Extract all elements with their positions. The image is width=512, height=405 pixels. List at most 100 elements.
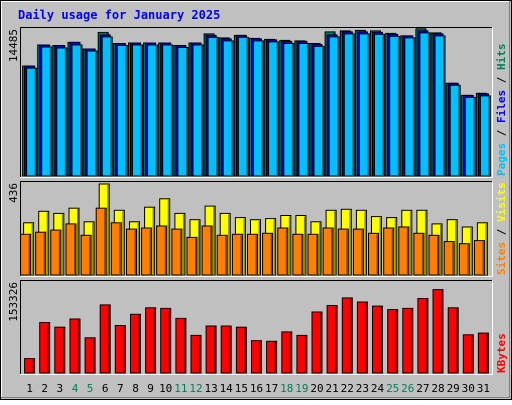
bar-shade-sites-day-23 [361,230,363,275]
bar-sites-day-8 [126,228,137,276]
bar-shade-sites-day-12 [195,238,197,275]
bar-shade-visits-day-1 [31,223,34,275]
bar-shade-pages-day-31 [488,96,490,176]
x-tick-label-day-9: 9 [147,382,154,395]
x-tick-label-day-25: 25 [386,382,399,395]
x-tick-label-day-1: 1 [26,382,33,395]
bar-shade-sites-day-19 [300,235,303,275]
bar-shade-kbytes-day-11 [183,319,186,373]
bar-shade-visits-day-19 [303,216,306,275]
bar-shade-kbytes-day-7 [123,326,125,373]
bar-shade-visits-day-9 [152,208,155,275]
bar-pages-day-5 [86,50,98,177]
bar-kbytes-day-23 [356,301,368,374]
bar-shade-pages-day-11 [185,48,188,176]
bar-shade-kbytes-day-18 [289,332,292,373]
bar-kbytes-day-2 [39,322,51,374]
x-tick-label-day-12: 12 [189,382,202,395]
bar-kbytes-day-26 [402,307,414,374]
bar-shade-kbytes-day-10 [168,309,171,373]
bar-kbytes-day-20 [311,311,323,374]
bar-kbytes-day-21 [326,305,338,374]
x-tick-label-day-19: 19 [295,382,308,395]
bar-pages-day-11 [177,47,189,177]
bar-kbytes-day-10 [160,307,172,374]
bar-pages-day-15 [237,36,249,177]
bar-shade-pages-day-29 [458,86,460,176]
bar-shade-visits-day-26 [409,211,412,275]
bar-sites-day-28 [428,234,440,276]
x-tick-label-day-8: 8 [132,382,139,395]
bar-pages-day-26 [404,37,416,177]
legend-entry: Files [495,90,508,123]
x-tick-label-day-26: 26 [401,382,414,395]
bar-shade-pages-day-12 [201,46,203,176]
bar-sites-day-30 [458,243,470,276]
x-tick-label-day-29: 29 [447,382,460,395]
bar-shade-sites-day-24 [376,234,378,275]
x-tick-label-day-30: 30 [462,382,475,395]
bar-shade-pages-day-18 [291,44,294,176]
bar-sites-day-14 [216,234,228,276]
bar-shade-sites-day-3 [58,231,61,275]
bar-pages-day-12 [192,44,204,177]
bar-shade-visits-day-30 [470,228,472,275]
bar-shade-kbytes-day-4 [78,320,80,373]
bar-pages-day-18 [283,43,295,177]
bar-shade-sites-day-26 [406,228,409,275]
bar-sites-day-6 [95,207,107,276]
bar-shade-visits-day-25 [394,218,397,275]
x-tick-label-day-20: 20 [310,382,323,395]
bar-pages-day-8 [132,44,143,177]
bar-shade-kbytes-day-16 [259,341,261,373]
x-tick-label-day-21: 21 [325,382,338,395]
bar-shade-pages-day-20 [322,47,324,176]
panel-legend: Sites / Visits [495,182,508,275]
bar-shade-kbytes-day-26 [410,309,413,373]
bar-pages-day-25 [389,35,401,177]
bar-shade-visits-day-27 [424,211,427,275]
bar-shade-sites-day-9 [149,229,152,275]
bar-shade-visits-day-17 [273,219,276,275]
bar-shade-visits-day-15 [243,218,245,275]
x-tick-label-day-14: 14 [220,382,234,395]
bar-sites-day-21 [322,227,334,276]
bar-shade-kbytes-day-31 [486,334,488,373]
bar-sites-day-27 [413,232,425,276]
x-tick-label-day-6: 6 [102,382,109,395]
bar-shade-sites-day-1 [28,235,31,275]
bar-shade-visits-day-22 [349,210,351,275]
bar-shade-visits-day-14 [228,214,230,275]
bar-kbytes-day-25 [387,309,399,374]
x-tick-label-day-11: 11 [174,382,187,395]
panel-max-label: 153326 [7,282,20,322]
bar-shade-visits-day-8 [137,222,139,275]
x-tick-label-day-28: 28 [431,382,444,395]
bar-sites-day-20 [307,233,319,276]
x-tick-label-day-10: 10 [159,382,172,395]
bar-shade-pages-day-26 [412,38,415,177]
bar-sites-day-23 [352,228,364,276]
legend-entry: Sites [495,242,508,275]
bar-shade-visits-day-28 [440,224,442,275]
legend-entry: Visits [495,182,508,222]
bar-shade-visits-day-4 [77,209,79,275]
x-tick-label-day-4: 4 [72,382,79,395]
bar-pages-day-10 [162,44,174,177]
bar-shade-sites-day-27 [421,234,424,275]
bar-shade-pages-day-9 [155,46,158,176]
bar-shade-pages-day-27 [427,33,430,177]
bar-shade-sites-day-31 [482,241,484,275]
bar-kbytes-day-1 [24,358,36,374]
x-tick-label-day-22: 22 [341,382,354,395]
bar-shade-sites-day-21 [331,229,333,275]
bar-sites-day-4 [65,223,77,276]
bar-shade-sites-day-14 [225,236,227,275]
bar-shade-sites-day-30 [467,244,469,275]
bar-shade-kbytes-day-17 [274,342,277,373]
bar-pages-day-23 [358,33,370,177]
legend-entry: / [495,70,508,90]
bar-shade-pages-day-8 [140,46,142,176]
bar-shade-kbytes-day-21 [335,306,337,373]
bar-kbytes-day-15 [235,326,247,374]
